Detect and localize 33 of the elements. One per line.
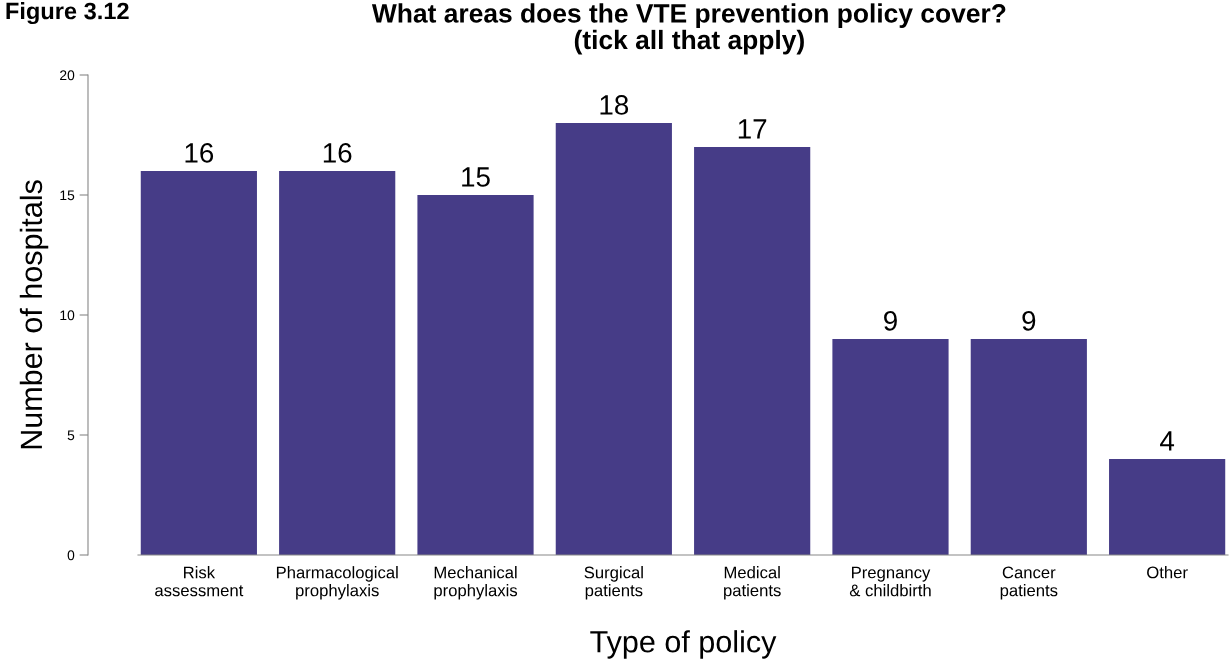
bar xyxy=(555,123,672,555)
bar xyxy=(279,171,396,555)
data-label: 17 xyxy=(738,119,767,139)
bar xyxy=(417,195,534,555)
bar xyxy=(832,339,949,555)
y-axis-title: Number of hospitals xyxy=(19,180,49,449)
data-label: 4 xyxy=(1160,431,1175,451)
bar xyxy=(140,171,257,555)
data-label: 16 xyxy=(185,143,214,163)
data-label: 9 xyxy=(884,311,897,331)
x-tick-label: Other xyxy=(1147,566,1188,579)
y-tick-label: 5 xyxy=(67,430,75,441)
caption: Figure 3.12 xyxy=(6,2,129,25)
data-label: 16 xyxy=(323,143,352,163)
bar xyxy=(1109,459,1226,555)
chart-title: What areas does the VTE prevention policy cover? (tick all that apply) xyxy=(371,3,1006,55)
y-tick-label: 20 xyxy=(60,70,75,81)
x-tick-label: Risk assessment xyxy=(155,566,244,597)
y-tick-label: 15 xyxy=(60,190,75,201)
x-tick-label: Cancer patients xyxy=(1000,566,1058,600)
x-tick-label: Pharmacological prophylaxis xyxy=(276,566,398,600)
x-tick-label: Pregnancy & childbirth xyxy=(849,566,931,597)
x-tick-label: Mechanical prophylaxis xyxy=(434,566,518,600)
bar xyxy=(694,147,811,555)
y-tick-label: 10 xyxy=(60,310,75,321)
x-tick-label: Surgical patients xyxy=(584,566,643,600)
bar xyxy=(970,339,1087,555)
y-tick-label: 0 xyxy=(67,550,75,561)
data-label: 18 xyxy=(600,95,629,115)
x-axis-title: Type of policy xyxy=(590,630,777,659)
x-tick-label: Medical patients xyxy=(724,566,781,600)
data-label: 9 xyxy=(1022,311,1036,331)
data-label: 15 xyxy=(462,167,490,187)
